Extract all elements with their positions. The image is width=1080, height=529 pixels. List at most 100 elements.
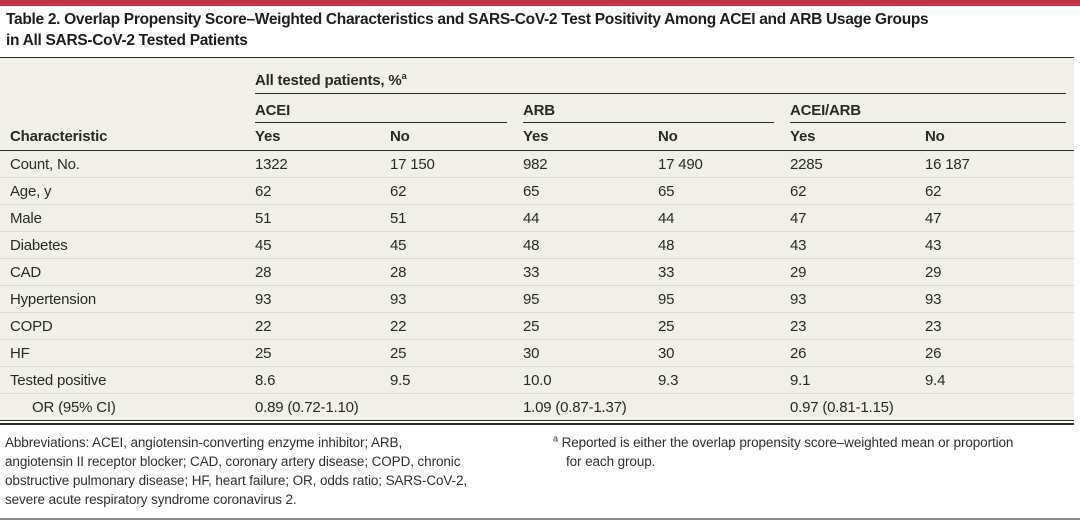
group-header-row: ACEI ARB ACEI/ARB [0,94,1074,123]
column-header-no: No [648,122,780,151]
row-label: Count, No. [10,155,80,173]
cell: 43 [915,231,1075,259]
table-row: OR (95% CI) 0.89 (0.72-1.10) 1.09 (0.87-… [0,393,1075,421]
cell: 93 [915,285,1075,313]
cell: 25 [513,312,648,340]
table-row: Hypertension 93 93 95 95 93 93 [0,285,1075,313]
cell: 93 [780,285,915,313]
row-label: Hypertension [0,285,245,313]
cell: 9.3 [648,366,780,394]
cell: 25 [245,339,380,367]
column-header-yes: Yes [245,122,380,151]
spanner-label: All tested patients, % [255,71,402,89]
cell: 17 490 [658,155,703,173]
cell: 47 [780,204,915,232]
row-label: HF [0,339,245,367]
cell: 29 [915,258,1075,286]
cell: 62 [245,177,380,205]
cell: 10.0 [513,366,648,394]
cell: 33 [513,258,648,286]
cell: 48 [513,231,648,259]
abbreviations-line: severe acute respiratory syndrome corona… [5,492,297,507]
data-table-container: All tested patients, %a ACEI ARB ACEI/AR… [0,57,1075,425]
table-bottom-rule [0,423,1074,425]
table-row: CAD 28 28 33 33 29 29 [0,258,1075,286]
column-header-no: No [380,122,513,151]
cell: 8.6 [245,366,380,394]
table-title-line-1: Table 2. Overlap Propensity Score–Weight… [6,11,929,28]
cell: 45 [245,231,380,259]
footnote-a-text: Reported is either the overlap propensit… [561,435,1014,450]
cell: 982 [523,155,548,173]
abbreviations-line: obstructive pulmonary disease; HF, heart… [5,473,468,488]
cell: 26 [780,339,915,367]
cell: 95 [648,285,780,313]
cell: 1322 [255,155,288,173]
cell: 30 [513,339,648,367]
group-header-acei-cell: ACEI [245,94,513,123]
cell: 44 [648,204,780,232]
cell: 22 [245,312,380,340]
cell: 47 [915,204,1075,232]
cell: 2285 [790,155,823,173]
spanner-row: All tested patients, %a [0,58,1074,94]
row-label: Tested positive [0,366,245,394]
cell: 28 [245,258,380,286]
cell: 25 [648,312,780,340]
spanner-footnote-marker: a [401,70,407,82]
cell: 1.09 (0.87-1.37) [513,393,648,421]
table-row: Male 51 51 44 44 47 47 [0,204,1075,232]
cell: 51 [380,204,513,232]
cell: 26 [915,339,1075,367]
page-bottom-rule [0,518,1080,520]
footnote-a-marker: a [553,433,558,444]
cell: 30 [648,339,780,367]
column-header-yes: Yes [780,122,915,151]
cell: 93 [380,285,513,313]
row-label-indented: OR (95% CI) [0,393,245,421]
footnote-a-line-2: for each group. [566,454,656,469]
row-label: CAD [0,258,245,286]
cell: 9.1 [780,366,915,394]
cell: 29 [780,258,915,286]
cell: 51 [245,204,380,232]
cell: 9.4 [915,366,1075,394]
table-row: Tested positive 8.6 9.5 10.0 9.3 9.1 9.4 [0,366,1075,394]
cell: 48 [648,231,780,259]
row-label: Age, y [0,177,245,205]
column-header-row: Characteristic Yes No Yes No Yes No [0,122,1075,151]
abbreviations-line: Abbreviations: ACEI, angiotensin-convert… [5,435,403,450]
accent-bar [0,0,1080,6]
cell: 16 187 [925,155,970,173]
cell: 28 [380,258,513,286]
cell: 23 [780,312,915,340]
footnote-a: a Reported is either the overlap propens… [553,433,1078,471]
table-row: Count, No. 1322 17 150 982 17 490 2285 1… [0,151,1074,178]
group-header-acei-arb: ACEI/ARB [790,97,1067,123]
cell: 45 [380,231,513,259]
abbreviations-line: angiotensin II receptor blocker; CAD, co… [5,454,461,469]
cell: 65 [513,177,648,205]
group-header-acei-arb-cell: ACEI/ARB [780,94,1074,123]
group-header-arb-cell: ARB [513,94,780,123]
cell: 62 [380,177,513,205]
cell: 23 [915,312,1075,340]
column-header-no: No [915,122,1075,151]
row-label: Male [0,204,245,232]
row-label: Diabetes [0,231,245,259]
cell: 93 [245,285,380,313]
cell: 44 [513,204,648,232]
cell: 0.97 (0.81-1.15) [780,393,915,421]
cell [648,393,780,421]
cell: 0.89 (0.72-1.10) [245,393,380,421]
table-title-line-2: in All SARS-CoV-2 Tested Patients [6,32,248,49]
data-table: All tested patients, %a ACEI ARB ACEI/AR… [0,57,1075,421]
cell: 33 [648,258,780,286]
footnote-a-line-1: a Reported is either the overlap propens… [553,433,1078,452]
table-row: HF 25 25 30 30 26 26 [0,339,1075,367]
cell: 43 [780,231,915,259]
group-header-arb: ARB [523,97,774,123]
abbreviations-footnote: Abbreviations: ACEI, angiotensin-convert… [5,433,545,509]
cell: 9.5 [380,366,513,394]
cell: 95 [513,285,648,313]
